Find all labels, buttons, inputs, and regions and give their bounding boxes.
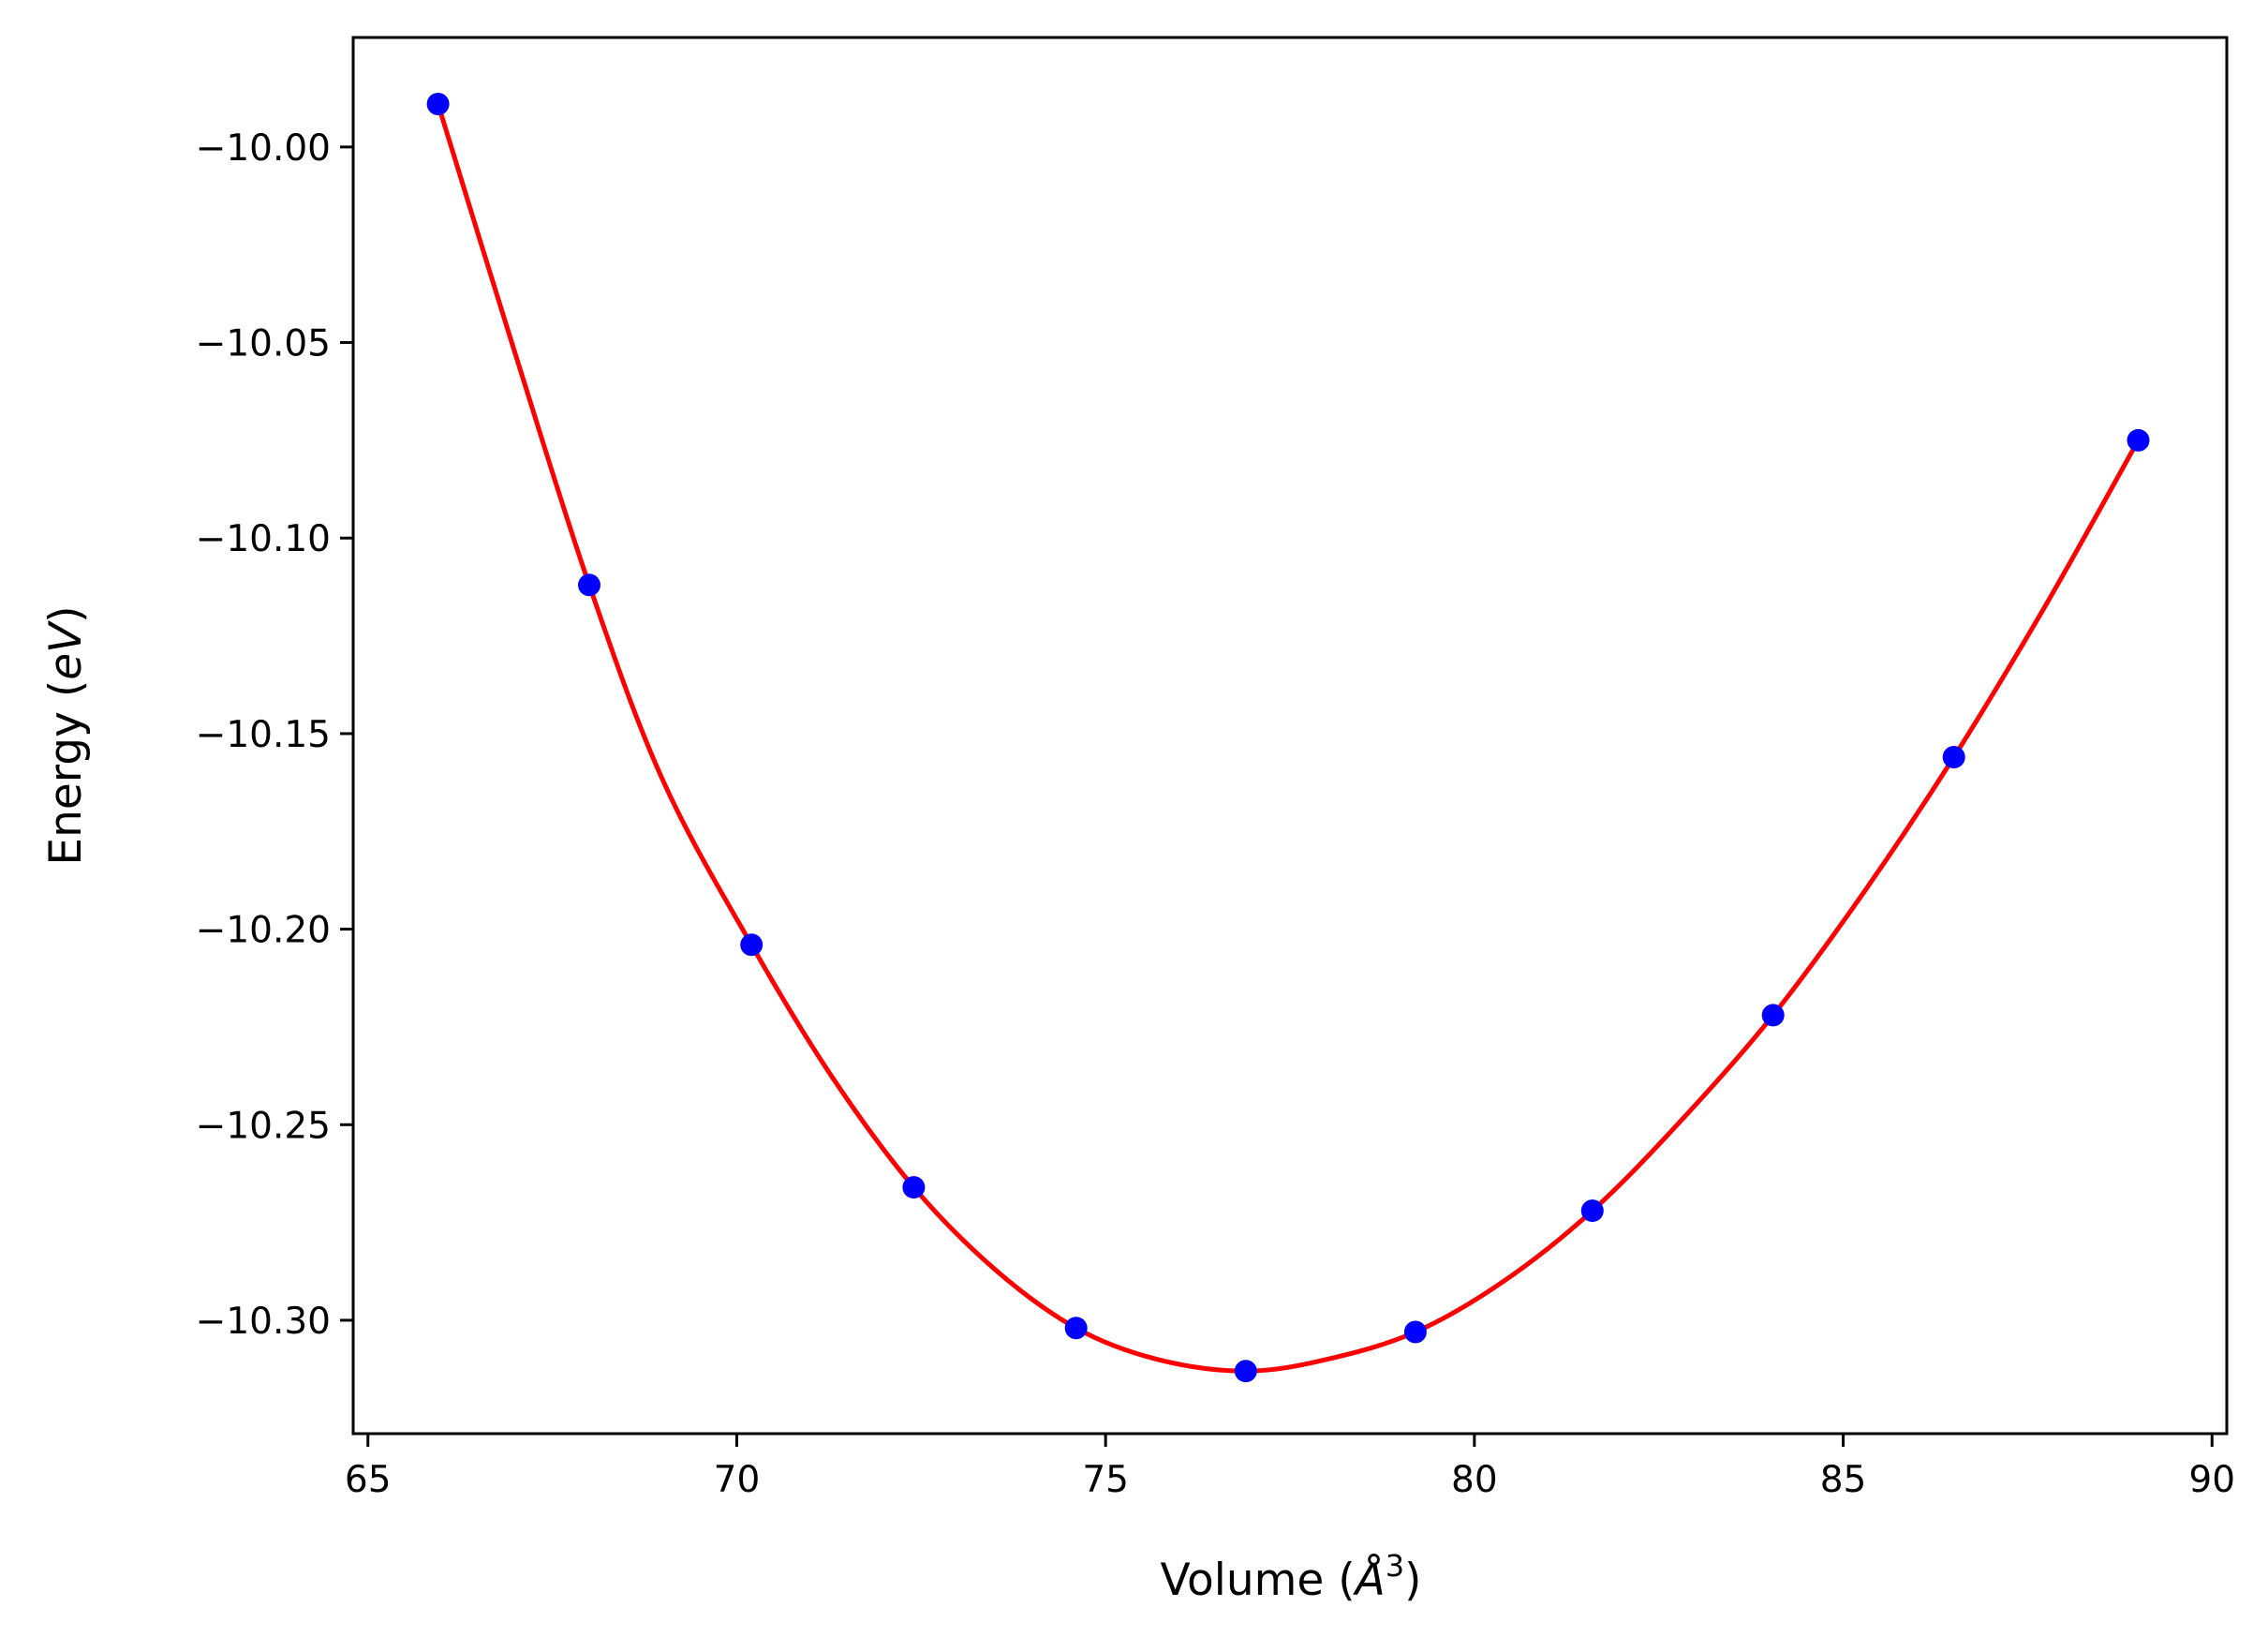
data-point (578, 573, 600, 597)
y-axis-label-unit: eV (40, 620, 92, 680)
x-tick-label: 85 (1820, 1459, 1867, 1501)
x-axis-label: Volume (Å3) (1161, 1548, 1422, 1606)
x-axis-ticks: 65 70 75 80 85 90 (345, 1434, 2235, 1501)
y-axis-label-prefix: Energy ( (40, 680, 92, 866)
x-axis-label-unit-symbol: Å (1353, 1555, 1386, 1606)
fit-curve (436, 103, 2141, 1374)
y-tick-label: −10.15 (196, 714, 331, 756)
fit-curve-layer (436, 103, 2141, 1374)
y-axis-label-suffix: ) (40, 605, 92, 622)
y-tick-label: −10.30 (196, 1301, 331, 1343)
x-axis-label-exponent: 3 (1386, 1548, 1404, 1584)
data-point (2127, 428, 2150, 452)
data-point (1064, 1317, 1088, 1340)
data-point (1761, 1004, 1785, 1027)
x-tick-label: 75 (1082, 1459, 1129, 1501)
x-tick-label: 70 (714, 1459, 761, 1501)
y-tick-label: −10.20 (196, 910, 331, 952)
data-point (426, 93, 450, 115)
data-point (1403, 1320, 1427, 1344)
x-axis-label-prefix: Volume ( (1161, 1555, 1356, 1606)
data-points-layer (426, 93, 2150, 1383)
data-point (1234, 1360, 1257, 1383)
y-tick-label: −10.10 (196, 518, 331, 560)
x-tick-label: 90 (2188, 1459, 2235, 1501)
data-point (1942, 746, 1965, 768)
x-tick-label: 80 (1451, 1459, 1498, 1501)
y-axis-label: Energy (eV) (40, 605, 92, 865)
x-axis-label-suffix: ) (1404, 1555, 1421, 1606)
data-point (902, 1176, 926, 1199)
data-point (740, 933, 763, 957)
y-axis-ticks: −10.00 −10.05 −10.10 −10.15 −10.20 −10.25 −10.… (196, 127, 353, 1343)
x-tick-label: 65 (345, 1459, 392, 1501)
plot-frame (351, 36, 2229, 1436)
y-tick-label: −10.05 (196, 323, 331, 365)
y-tick-label: −10.25 (196, 1105, 331, 1147)
data-point (1580, 1199, 1604, 1223)
y-tick-label: −10.00 (196, 127, 331, 170)
